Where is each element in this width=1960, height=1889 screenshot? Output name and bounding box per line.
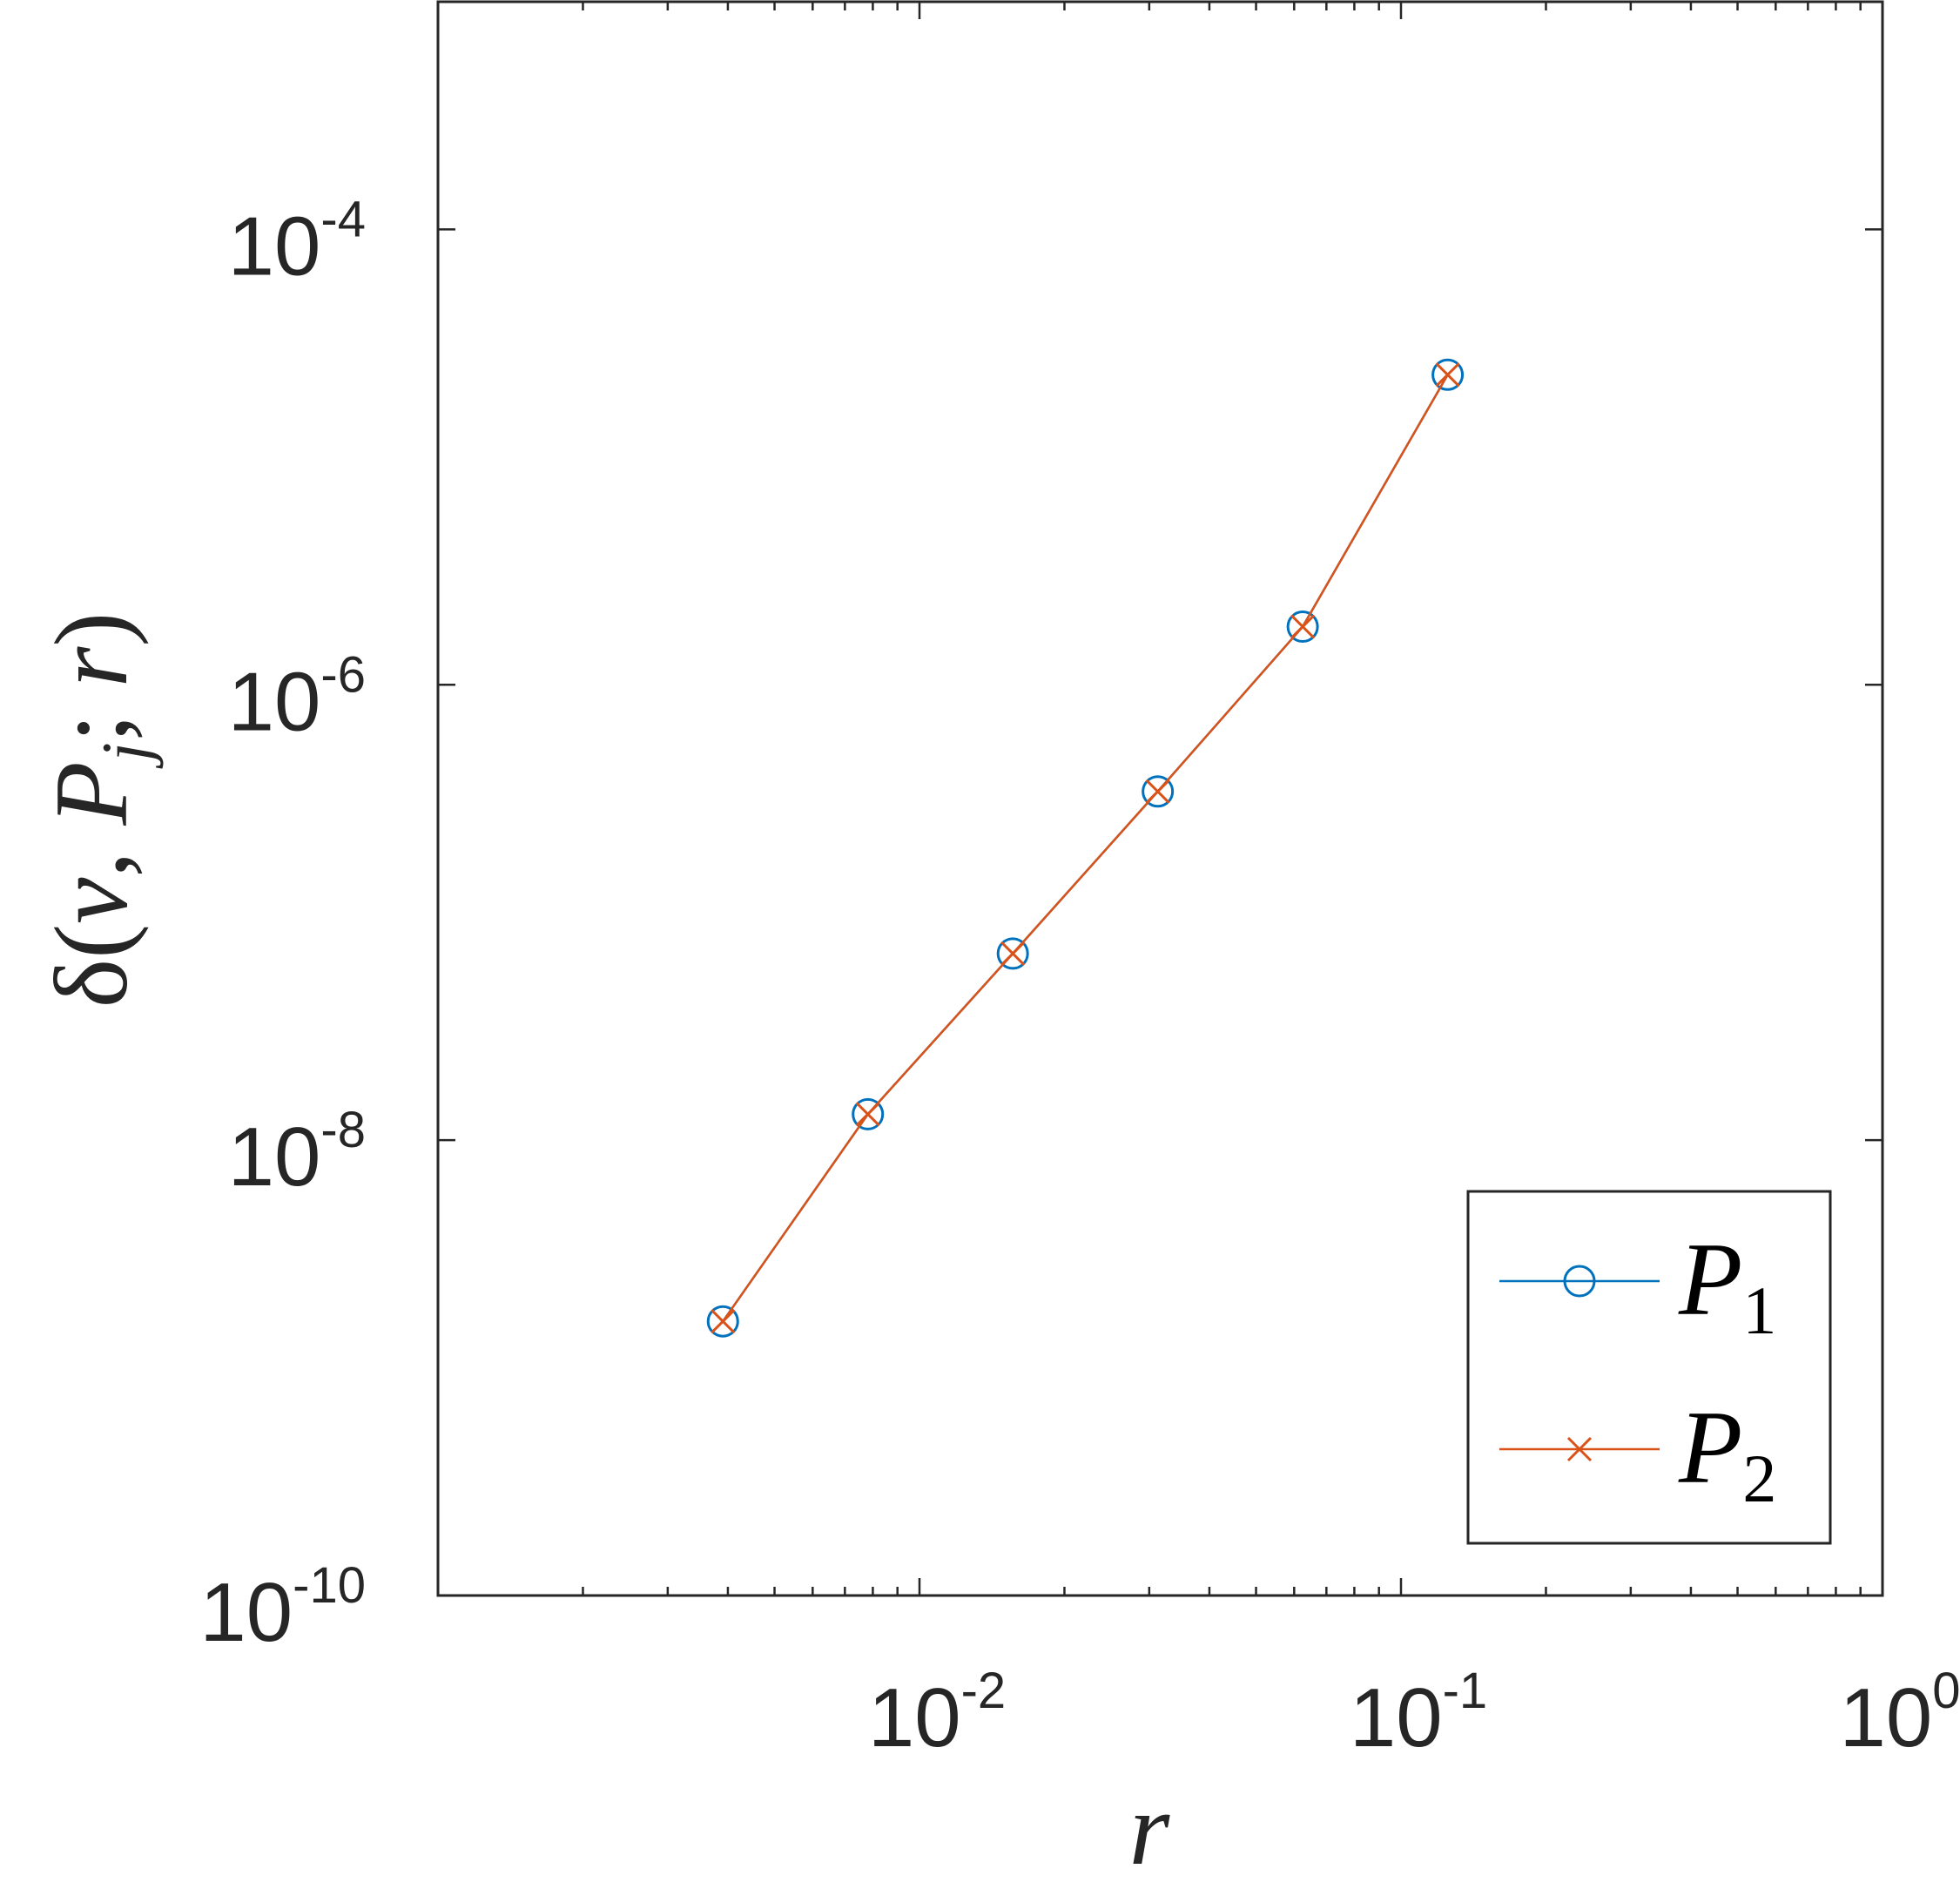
x-tick-label-exponent: -1 — [1443, 1663, 1488, 1719]
x-tick-label: 100 — [1839, 1663, 1960, 1764]
circle-marker — [1142, 775, 1175, 808]
legend-label-sub: 2 — [1742, 1440, 1776, 1516]
x-marker-stroke — [711, 1309, 736, 1334]
series-layer — [706, 358, 1465, 1338]
circle-marker — [852, 1097, 885, 1130]
plot-frame — [436, 0, 1884, 1597]
x-tick-label-base: 10 — [1350, 1671, 1443, 1764]
y-tick-label-base: 10 — [228, 655, 321, 748]
y-axis-label: δ(v, Pj; r) — [33, 612, 164, 1009]
y-tick-label-exponent: -4 — [320, 191, 366, 247]
legend-label: P1 — [1678, 1221, 1776, 1348]
x-marker-stroke — [1000, 941, 1026, 966]
legend-label-base: P — [1678, 1389, 1742, 1505]
circle-marker — [996, 937, 1029, 970]
x-marker-stroke — [1145, 779, 1170, 804]
y-tick-label-base: 10 — [228, 199, 321, 293]
series-line — [722, 374, 1449, 1322]
y-tick-label-exponent: -8 — [320, 1102, 366, 1158]
y-tick-label: 10-4 — [228, 191, 366, 293]
circle-marker — [1431, 358, 1465, 391]
legend-label: P2 — [1678, 1389, 1776, 1516]
y-tick-label-exponent: -6 — [320, 646, 366, 703]
legend-entry-1: P1 — [1499, 1221, 1776, 1348]
y-tick-label-exponent: -10 — [293, 1557, 366, 1614]
y-label-head: δ( — [33, 924, 149, 1009]
y-label-v: v — [33, 877, 149, 924]
y-tick-label: 10-6 — [228, 646, 366, 748]
legend-entry-2: P2 — [1499, 1389, 1776, 1516]
y-label-p: P — [33, 761, 149, 826]
series-2 — [711, 362, 1460, 1334]
x-tick-label-exponent: 0 — [1932, 1663, 1960, 1719]
y-label-close: ) — [33, 612, 149, 647]
x-marker-stroke — [1290, 614, 1316, 639]
y-label-r: r — [33, 645, 149, 687]
x-marker-stroke — [1435, 362, 1460, 388]
circle-marker — [706, 1305, 739, 1338]
y-label-comma: , — [33, 826, 149, 878]
y-label-semi: ; — [33, 687, 149, 742]
y-axis-label-text: δ(v, Pj; r) — [33, 612, 164, 1009]
circle-marker — [1563, 1265, 1596, 1298]
x-tick-label: 10-2 — [868, 1663, 1006, 1764]
x-marker-stroke — [855, 1102, 880, 1127]
x-tick-label: 10-1 — [1350, 1663, 1487, 1764]
legend-label-sub: 1 — [1742, 1272, 1776, 1348]
legend-box — [1466, 1190, 1832, 1545]
circle-marker — [1286, 611, 1319, 644]
y-tick-label: 10-8 — [228, 1102, 366, 1204]
y-tick-label-base: 10 — [228, 1110, 321, 1204]
x-marker-stroke — [1566, 1436, 1593, 1462]
x-tick-label-base: 10 — [1839, 1671, 1932, 1764]
x-tick-label-base: 10 — [868, 1671, 961, 1764]
x-tick-label-exponent: -2 — [961, 1663, 1007, 1719]
legend-label-base: P — [1678, 1221, 1742, 1337]
x-axis-label: r — [1129, 1771, 1171, 1886]
minor-ticks — [582, 2, 1862, 1596]
y-tick-label-base: 10 — [199, 1566, 293, 1659]
y-tick-label: 10-10 — [199, 1557, 366, 1659]
